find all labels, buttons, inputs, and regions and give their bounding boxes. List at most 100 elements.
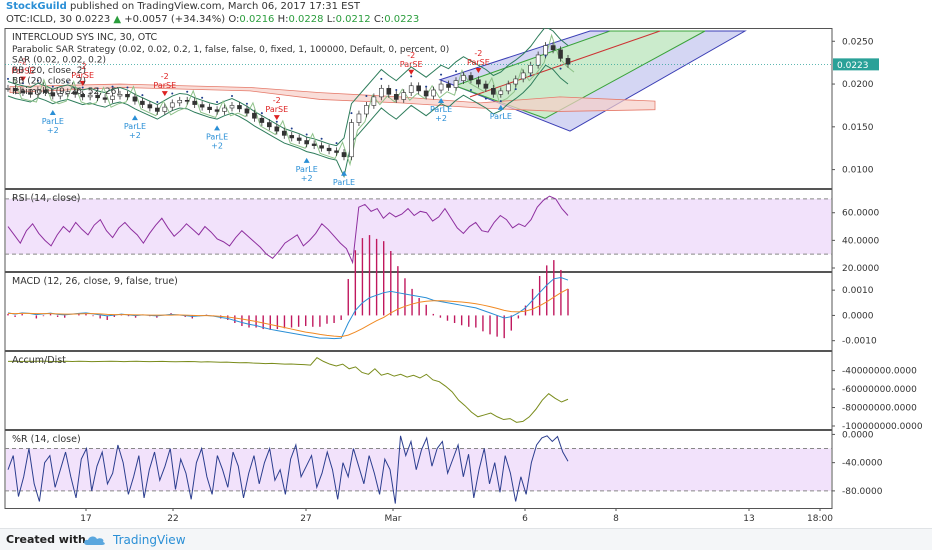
candle-body xyxy=(304,140,309,145)
candle-body xyxy=(214,109,220,112)
sar-dot xyxy=(529,74,532,77)
sar-dot xyxy=(186,90,189,93)
ohlc-close-value: 0.0223 xyxy=(384,14,420,25)
signal-label: ParLE xyxy=(296,165,318,174)
signal-label: ParSE xyxy=(265,105,288,114)
study-label: BB (20, close, 2) xyxy=(12,77,86,87)
study-label: SAR (0.02, 0.02, 0.2) xyxy=(12,56,106,66)
candle-body xyxy=(535,54,541,66)
y-tick-label: -100000000.0000 xyxy=(842,422,923,432)
candle-body xyxy=(87,94,93,98)
candle-body xyxy=(483,83,489,89)
signal-label: ParSE xyxy=(71,71,94,80)
sar-dot xyxy=(81,86,84,89)
ohlc-low-key: L: xyxy=(326,14,336,25)
sar-dot xyxy=(499,100,502,103)
candle-body xyxy=(274,126,280,132)
tradingview-brand[interactable]: TradingView xyxy=(113,533,186,547)
signal-label: ParLE xyxy=(124,122,146,131)
candle-body xyxy=(498,90,504,95)
candle-body xyxy=(177,100,183,104)
y-tick-label: -40.0000 xyxy=(842,459,883,469)
wr-band xyxy=(6,448,831,491)
study-label: BB (20, close, 2) xyxy=(12,66,86,76)
sar-dot xyxy=(36,79,39,82)
candle-body xyxy=(393,94,399,100)
author-name[interactable]: StockGuild xyxy=(6,1,67,12)
candle-body xyxy=(476,79,481,85)
candle-body xyxy=(296,137,302,141)
candle-body xyxy=(349,122,354,158)
ohlc-open-value: 0.0216 xyxy=(239,14,275,25)
candle-body xyxy=(453,80,459,88)
macd-signal-line xyxy=(7,288,569,338)
buy-arrow-icon xyxy=(341,170,347,176)
candle-body xyxy=(401,92,407,100)
candle-body xyxy=(520,72,526,80)
signal-label: ParLE xyxy=(333,178,355,187)
candle-body xyxy=(371,96,377,106)
candle-body xyxy=(311,143,317,146)
sar-dot xyxy=(216,101,219,104)
created-with-label: Created with xyxy=(6,533,86,546)
candle-body xyxy=(199,104,205,108)
sell-arrow-icon xyxy=(161,91,168,97)
signal-label: ParLE xyxy=(42,117,64,126)
x-tick-label: 8 xyxy=(613,514,619,524)
price-change: +0.0057 (+34.34%) xyxy=(124,14,226,25)
candle-body xyxy=(13,88,18,92)
candle-body xyxy=(379,88,384,98)
candle-body xyxy=(117,94,123,97)
buy-arrow-icon xyxy=(49,110,56,116)
signal-qty: +2 xyxy=(435,114,447,123)
sar-dot xyxy=(66,81,69,84)
candle-body xyxy=(43,89,48,93)
up-arrow-icon: ▲ xyxy=(113,14,122,25)
y-tick-label: 40.0000 xyxy=(842,236,879,246)
candle-body xyxy=(65,91,71,94)
rsi-line xyxy=(7,195,569,265)
rsi-title: RSI (14, close) xyxy=(12,193,80,204)
ohlc-low-value: 0.0212 xyxy=(335,14,371,25)
rsi-band xyxy=(6,198,831,255)
sar-dot xyxy=(365,95,368,98)
candle-body xyxy=(229,105,235,109)
sar-dot xyxy=(484,97,487,100)
candle-body xyxy=(356,113,362,123)
candle-body xyxy=(364,105,369,115)
last-price-label: 0.0223 xyxy=(837,61,869,71)
sar-dot xyxy=(335,142,338,145)
candle-body xyxy=(162,106,168,112)
study-label: Parabolic SAR Strategy (0.02, 0.02, 0.2,… xyxy=(12,45,449,55)
candle-body xyxy=(57,93,63,97)
sar-dot xyxy=(455,70,457,73)
signal-label: ParSE xyxy=(153,81,176,90)
candle-body xyxy=(102,97,108,100)
y-tick-label: -0.0010 xyxy=(842,337,877,347)
candle-body xyxy=(468,75,474,81)
candle-body xyxy=(259,117,265,123)
signal-label: ParSE xyxy=(400,60,423,69)
accum-dist-line xyxy=(7,357,569,423)
pane-border xyxy=(4,272,833,351)
candle-body xyxy=(252,112,257,119)
candle-body xyxy=(267,122,272,128)
candle-body xyxy=(132,96,138,102)
candle-body xyxy=(28,92,33,95)
candle-body xyxy=(125,94,130,98)
buy-arrow-icon xyxy=(214,125,221,131)
buy-arrow-icon xyxy=(303,157,310,163)
x-tick-label: 17 xyxy=(80,514,91,524)
ohlc-close-key: C: xyxy=(373,14,385,25)
chart-area[interactable]: 0.02500.02000.01500.010060.000040.000020… xyxy=(0,28,932,528)
sell-arrow-icon xyxy=(79,80,86,86)
sar-dot xyxy=(21,82,24,85)
sar-dot xyxy=(350,112,353,115)
pane-border xyxy=(4,28,833,189)
ohlc-high-value: 0.0228 xyxy=(288,14,324,25)
sar-dot xyxy=(514,88,517,91)
price-pane-title: INTERCLOUD SYS INC, 30, OTC xyxy=(12,32,158,43)
accum-dist-title: Accum/Dist xyxy=(12,355,66,366)
x-tick-label: 18:00 xyxy=(807,514,833,524)
buy-arrow-icon xyxy=(438,98,445,104)
